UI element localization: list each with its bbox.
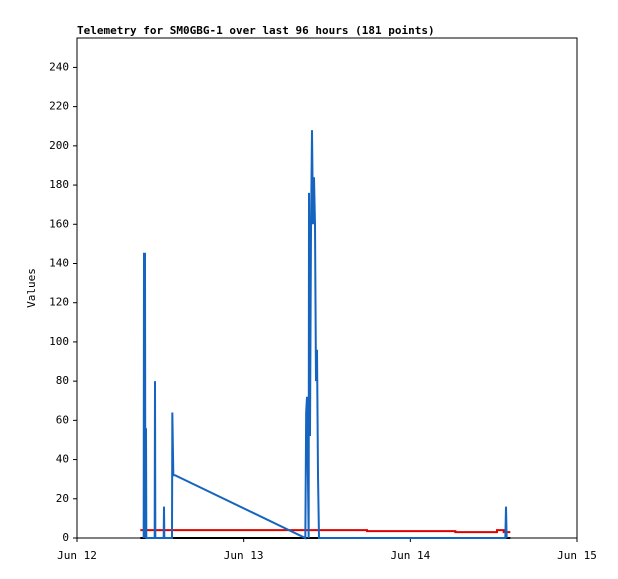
y-tick-label: 140 [49,256,69,269]
y-tick-label: 100 [49,335,69,348]
y-tick-label: 60 [56,413,69,426]
y-tick-label: 220 [49,100,69,113]
y-tick-label: 180 [49,178,69,191]
plot-frame [76,37,578,539]
x-tick-label: Jun 15 [557,549,597,562]
y-tick-label: 240 [49,60,69,73]
series-line [140,529,511,534]
y-tick-label: 80 [56,374,69,387]
x-tick-label: Jun 13 [224,549,264,562]
y-axis-label: Values [25,268,38,308]
series-line [142,130,508,540]
y-tick-label: 40 [56,453,69,466]
chart-title: Telemetry for SM0GBG-1 over last 96 hour… [77,24,435,37]
y-tick-label: 0 [62,531,69,544]
y-tick-label: 20 [56,492,69,505]
y-tick-label: 120 [49,296,69,309]
y-tick-label: 160 [49,217,69,230]
x-tick-label: Jun 12 [57,549,97,562]
x-tick-label: Jun 14 [390,549,430,562]
y-tick-label: 200 [49,139,69,152]
